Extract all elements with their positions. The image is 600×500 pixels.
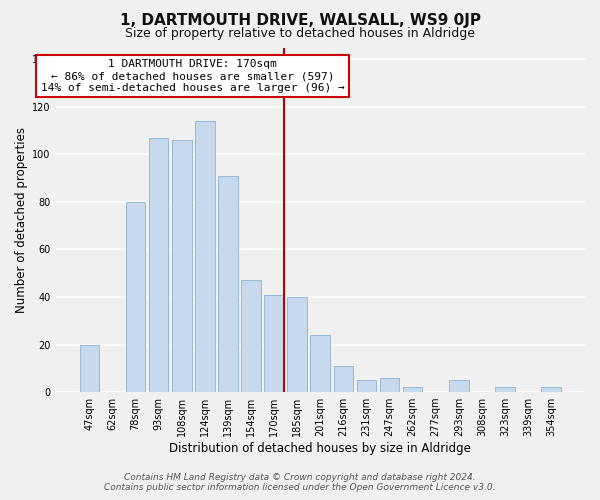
Bar xyxy=(380,378,400,392)
X-axis label: Distribution of detached houses by size in Aldridge: Distribution of detached houses by size … xyxy=(169,442,471,455)
Bar xyxy=(172,140,191,392)
Text: 1 DARTMOUTH DRIVE: 170sqm
← 86% of detached houses are smaller (597)
14% of semi: 1 DARTMOUTH DRIVE: 170sqm ← 86% of detac… xyxy=(41,60,344,92)
Text: Size of property relative to detached houses in Aldridge: Size of property relative to detached ho… xyxy=(125,28,475,40)
Bar xyxy=(541,388,561,392)
Bar xyxy=(287,297,307,392)
Bar xyxy=(334,366,353,392)
Bar xyxy=(403,388,422,392)
Bar xyxy=(310,335,330,392)
Text: 1, DARTMOUTH DRIVE, WALSALL, WS9 0JP: 1, DARTMOUTH DRIVE, WALSALL, WS9 0JP xyxy=(119,12,481,28)
Bar xyxy=(126,202,145,392)
Bar xyxy=(264,294,284,392)
Bar xyxy=(218,176,238,392)
Bar xyxy=(356,380,376,392)
Bar xyxy=(195,121,215,392)
Bar xyxy=(495,388,515,392)
Y-axis label: Number of detached properties: Number of detached properties xyxy=(15,127,28,313)
Bar xyxy=(149,138,169,392)
Bar xyxy=(80,344,99,392)
Text: Contains HM Land Registry data © Crown copyright and database right 2024.
Contai: Contains HM Land Registry data © Crown c… xyxy=(104,473,496,492)
Bar xyxy=(241,280,261,392)
Bar xyxy=(449,380,469,392)
